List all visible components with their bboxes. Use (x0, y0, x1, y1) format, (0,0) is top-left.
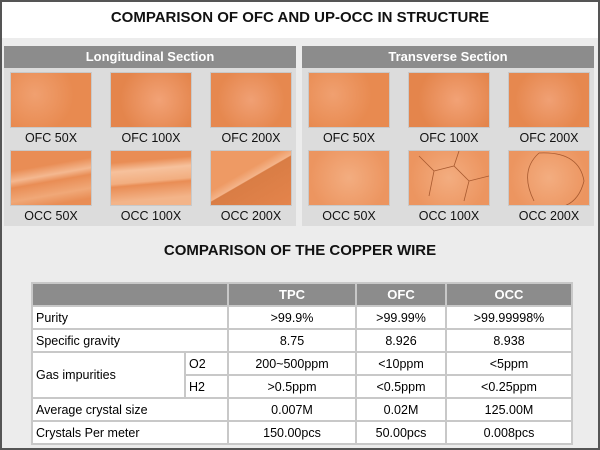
cell-value: 200~500ppm (227, 351, 357, 376)
micrograph (508, 72, 590, 128)
table-row: Specific gravity 8.75 8.926 8.938 (31, 328, 573, 353)
cell-value: >0.5ppm (227, 374, 357, 399)
cell-value: 125.00M (445, 397, 573, 422)
row-sublabel: H2 (184, 374, 229, 399)
cell-value: 150.00pcs (227, 420, 357, 445)
caption: OCC 200X (518, 209, 580, 223)
cell-value: >99.99% (355, 305, 447, 330)
image-cell: OCC 200X (208, 150, 294, 223)
row-sublabel: O2 (184, 351, 229, 376)
caption: OCC 50X (322, 209, 376, 223)
caption: OCC 50X (24, 209, 78, 223)
micrograph (308, 150, 390, 206)
row-label: Crystals Per meter (31, 420, 229, 445)
micrograph (408, 72, 490, 128)
image-cell: OCC 100X (108, 150, 194, 223)
boundary-line (527, 152, 585, 205)
caption: OFC 50X (24, 131, 78, 145)
micrograph (110, 72, 192, 128)
row-label: Gas impurities (30, 351, 187, 399)
cell-value: <0.5ppm (355, 374, 447, 399)
image-cell: OFC 100X (108, 72, 194, 145)
image-cell: OFC 50X (306, 72, 392, 145)
image-cell: OCC 50X (306, 150, 392, 223)
row-label: Purity (31, 305, 229, 330)
image-cell: OCC 100X (406, 150, 492, 223)
image-cell: OFC 50X (8, 72, 94, 145)
header-blank (31, 282, 229, 307)
grain-boundaries (527, 152, 585, 205)
caption: OFC 200X (221, 131, 281, 145)
cell-value: 8.75 (227, 328, 357, 353)
caption: OFC 200X (519, 131, 579, 145)
micrograph (210, 72, 292, 128)
column-header: TPC (227, 282, 357, 307)
table-row: Purity >99.9% >99.99% >99.99998% (31, 305, 573, 330)
cell-value: <0.25ppm (445, 374, 573, 399)
cell-value: <5ppm (445, 351, 573, 376)
caption: OCC 100X (418, 209, 480, 223)
cell-value: 0.02M (355, 397, 447, 422)
micrograph (10, 150, 92, 206)
section: Longitudinal Section OFC 50X OFC 100X OFC 2… (4, 46, 296, 226)
column-header: OFC (355, 282, 447, 307)
cell-value: >99.99998% (445, 305, 573, 330)
cell-value: 8.938 (445, 328, 573, 353)
image-cell: OCC 200X (506, 150, 592, 223)
caption: OFC 100X (121, 131, 181, 145)
cell-value: 0.008pcs (445, 420, 573, 445)
cell-value: <10ppm (355, 351, 447, 376)
micrograph (308, 72, 390, 128)
image-cell: OFC 200X (208, 72, 294, 145)
image-cell: OFC 200X (506, 72, 592, 145)
grain-boundaries (418, 151, 489, 202)
section-heading: Longitudinal Section (4, 46, 296, 68)
boundary-line (418, 151, 489, 202)
micrograph (210, 150, 292, 206)
table-row: Crystals Per meter 150.00pcs 50.00pcs 0.008… (31, 420, 573, 445)
row-label: Specific gravity (31, 328, 229, 353)
micrograph (110, 150, 192, 206)
table-row: Average crystal size 0.007M 0.02M 125.00M (31, 397, 573, 422)
row-label: Average crystal size (31, 397, 229, 422)
table-title: COMPARISON OF THE COPPER WIRE (163, 242, 437, 259)
caption: OCC 200X (220, 209, 282, 223)
caption: OFC 100X (419, 131, 479, 145)
micrograph (408, 150, 490, 206)
cell-value: 8.926 (355, 328, 447, 353)
image-cell: OCC 50X (8, 150, 94, 223)
comparison-table: TPC OFC OCC Purity >99.9% >99.99% >99.99998% Sp… (30, 282, 573, 445)
cell-value: 0.007M (227, 397, 357, 422)
micrograph (508, 150, 590, 206)
micrograph (10, 72, 92, 128)
column-header: OCC (445, 282, 573, 307)
section: Transverse Section OFC 50X OFC 100X OFC 200… (302, 46, 594, 226)
caption: OFC 50X (322, 131, 376, 145)
caption: OCC 100X (120, 209, 182, 223)
table-row: Gas impurities O2 200~500ppm <10ppm <5ppm (30, 351, 573, 399)
cell-value: >99.9% (227, 305, 357, 330)
title: COMPARISON OF OFC AND UP-OCC IN STRUCTUR… (2, 2, 598, 38)
cell-value: 50.00pcs (355, 420, 447, 445)
section-heading: Transverse Section (302, 46, 594, 68)
image-cell: OFC 100X (406, 72, 492, 145)
table-row: H2 >0.5ppm <0.5ppm <0.25ppm (32, 374, 573, 399)
header-row: TPC OFC OCC (31, 282, 573, 307)
